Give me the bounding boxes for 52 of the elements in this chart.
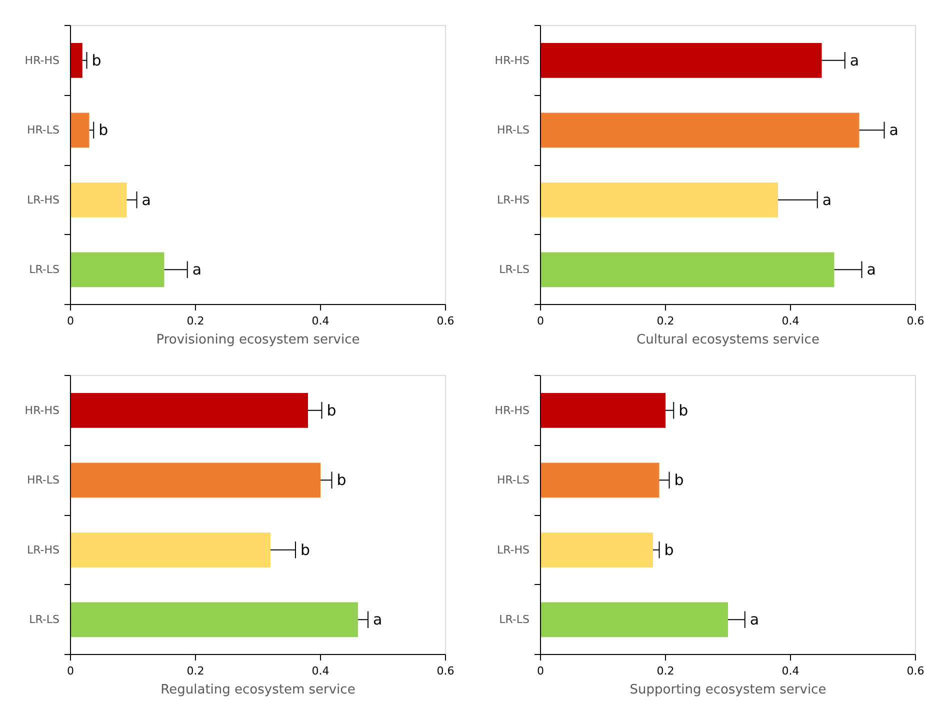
y-tick-label: HR-LS [496, 124, 530, 137]
x-tick-label: 0.2 [656, 664, 674, 678]
data-label: a [850, 51, 860, 70]
y-tick-label: HR-HS [24, 54, 60, 67]
x-tick-label: 0 [537, 664, 544, 678]
y-tick-label: HR-HS [494, 404, 530, 417]
data-label: a [866, 260, 876, 279]
y-tick-label: LR-HS [496, 543, 530, 556]
y-tick-label: LR-HS [26, 193, 60, 206]
x-axis-title: Cultural ecosystems service [636, 332, 820, 348]
y-tick-label: HR-HS [494, 54, 530, 67]
x-tick-label: 0.4 [312, 664, 330, 678]
x-tick-label: 0 [537, 314, 544, 328]
x-tick-label: 0.6 [906, 664, 924, 678]
data-label: b [336, 471, 346, 490]
data-label: a [192, 260, 202, 279]
data-label: b [326, 401, 336, 420]
data-label: a [889, 121, 898, 140]
data-label: b [678, 401, 688, 420]
x-tick-label: 0.4 [782, 664, 800, 678]
x-axis-title: Supporting ecosystem service [630, 682, 826, 698]
x-tick-label: 0.6 [436, 664, 454, 678]
data-label: a [822, 190, 832, 209]
data-label: b [300, 540, 310, 559]
data-label: b [98, 121, 108, 140]
x-tick-label: 0.6 [906, 314, 924, 328]
data-label: a [750, 610, 760, 629]
x-tick-label: 0.4 [782, 314, 800, 328]
x-tick-label: 0.2 [656, 314, 674, 328]
y-tick-label: HR-LS [26, 474, 60, 487]
x-tick-label: 0.2 [186, 314, 204, 328]
data-label: b [92, 51, 102, 70]
x-axis-title: Regulating ecosystem service [160, 682, 356, 698]
y-tick-label: LR-HS [496, 193, 530, 206]
data-label: a [142, 190, 151, 209]
data-label: a [373, 610, 382, 629]
x-tick-label: 0 [67, 314, 74, 328]
y-tick-label: LR-LS [29, 263, 60, 276]
x-tick-label: 0.6 [436, 314, 454, 328]
x-tick-label: 0 [67, 664, 74, 678]
x-axis-title: Provisioning ecosystem service [156, 332, 360, 348]
data-label: b [664, 540, 674, 559]
y-tick-label: LR-LS [499, 613, 530, 626]
y-tick-label: LR-LS [29, 613, 60, 626]
x-tick-label: 0.4 [312, 314, 330, 328]
data-label: b [674, 471, 684, 490]
y-tick-label: LR-LS [499, 263, 530, 276]
y-tick-label: HR-HS [24, 404, 60, 417]
x-tick-label: 0.2 [186, 664, 204, 678]
y-tick-label: HR-LS [26, 124, 60, 137]
y-tick-label: LR-HS [26, 543, 60, 556]
y-tick-label: HR-LS [496, 474, 530, 487]
